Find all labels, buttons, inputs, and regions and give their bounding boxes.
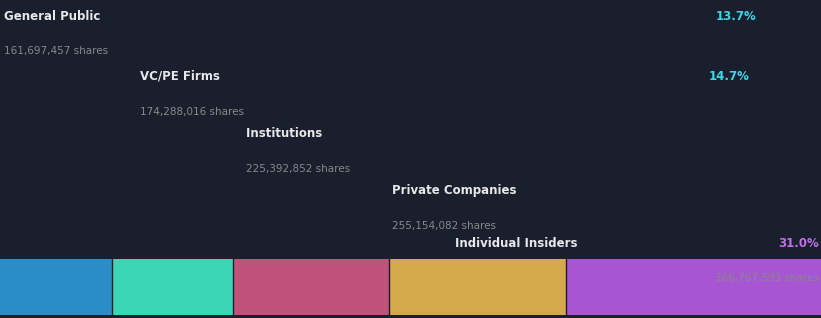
Text: 161,697,457 shares: 161,697,457 shares bbox=[4, 46, 108, 56]
Text: 31.0%: 31.0% bbox=[778, 237, 819, 250]
Text: Institutions: Institutions bbox=[246, 127, 327, 140]
Text: 366,767,593 shares: 366,767,593 shares bbox=[715, 273, 819, 283]
Text: General Public: General Public bbox=[4, 10, 104, 23]
Text: Private Companies: Private Companies bbox=[392, 184, 521, 197]
Text: 225,392,852 shares: 225,392,852 shares bbox=[246, 164, 351, 174]
Text: 13.7%: 13.7% bbox=[716, 10, 757, 23]
Bar bbox=[389, 259, 566, 315]
Bar bbox=[566, 259, 821, 315]
Bar bbox=[112, 259, 233, 315]
Text: 174,288,016 shares: 174,288,016 shares bbox=[140, 107, 244, 116]
Bar bbox=[0, 259, 112, 315]
Text: 14.7%: 14.7% bbox=[709, 70, 750, 83]
Text: Individual Insiders: Individual Insiders bbox=[456, 237, 582, 250]
Bar bbox=[233, 259, 389, 315]
Text: 255,154,082 shares: 255,154,082 shares bbox=[392, 221, 497, 231]
Text: VC/PE Firms: VC/PE Firms bbox=[140, 70, 223, 83]
